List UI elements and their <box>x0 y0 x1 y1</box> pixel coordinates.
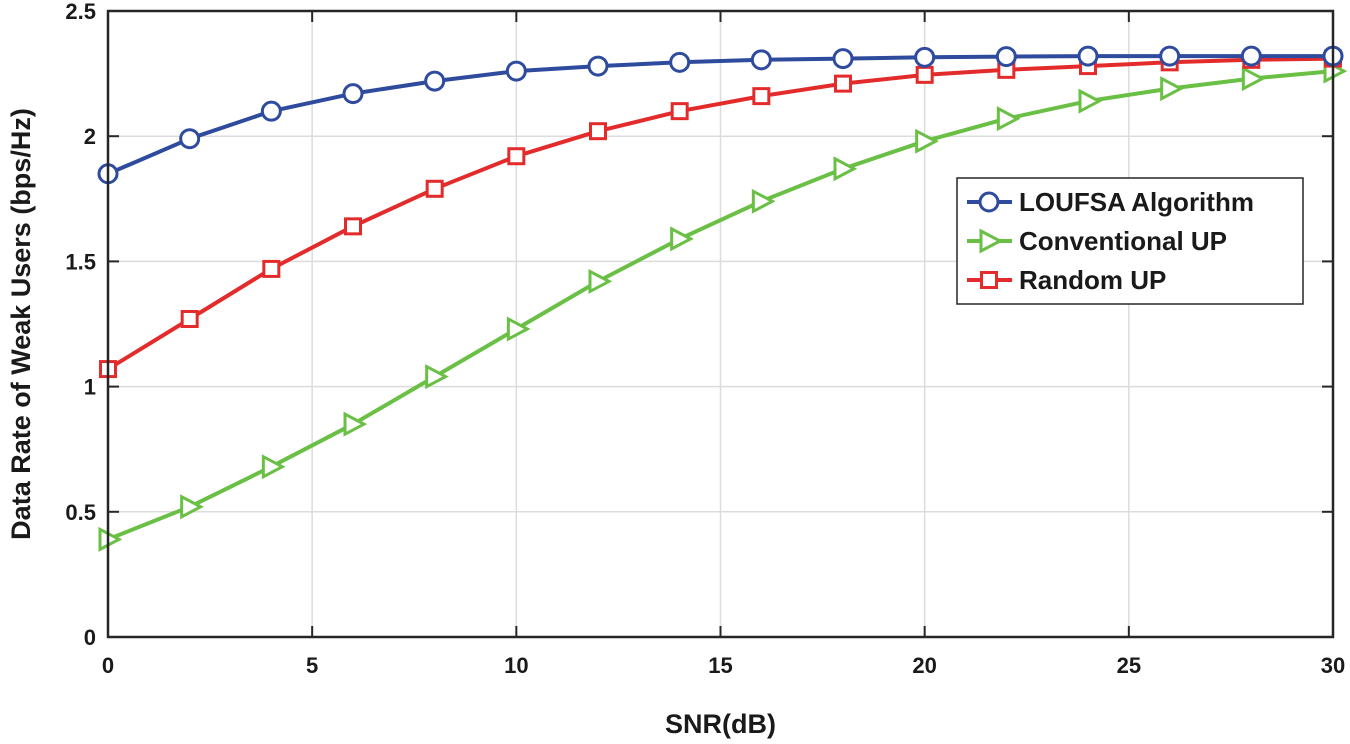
x-tick-label: 10 <box>504 653 528 678</box>
data-point <box>1241 66 1266 92</box>
data-point <box>751 188 776 214</box>
legend-box <box>956 177 1304 305</box>
data-point <box>996 106 1021 132</box>
legend-item-loufsa-algorithm: LOUFSA Algorithm <box>967 187 1254 217</box>
y-tick-label: 0 <box>84 625 96 650</box>
data-point <box>98 526 123 552</box>
data-point <box>833 156 858 182</box>
data-point <box>589 122 607 141</box>
data-point <box>180 309 199 328</box>
series-line <box>107 54 1333 176</box>
x-tick-labels: 0 5 10 15 20 25 30 <box>102 653 1345 678</box>
data-point <box>505 60 527 82</box>
data-point <box>343 411 368 437</box>
data-point <box>425 364 449 390</box>
y-axis-label: Data Rate of Weak Users (bps/Hz) <box>6 108 36 540</box>
y-tick-label: 2 <box>84 124 96 149</box>
x-tick-label: 25 <box>1117 653 1141 678</box>
data-point <box>915 128 939 154</box>
data-point <box>425 179 444 198</box>
x-tick-label: 0 <box>102 653 114 678</box>
series-loufsa-algorithm <box>97 45 1344 185</box>
series-conventional-up <box>98 58 1348 552</box>
legend-label: LOUFSA Algorithm <box>1019 187 1254 217</box>
data-point <box>342 83 364 105</box>
data-point <box>587 55 609 77</box>
y-tick-label: 0.5 <box>65 500 96 525</box>
legend-marker <box>979 228 1004 254</box>
data-point <box>344 217 362 236</box>
data-point <box>1160 76 1184 102</box>
data-point <box>424 70 446 92</box>
ticks <box>107 10 1334 638</box>
data-point <box>670 226 694 252</box>
x-tick-label: 15 <box>708 653 732 678</box>
x-axis-label: SNR(dB) <box>665 709 776 739</box>
series-line <box>107 69 1334 542</box>
legend-marker <box>980 271 998 289</box>
data-point <box>1159 45 1181 67</box>
data-point <box>1078 88 1103 114</box>
data-point <box>750 49 772 71</box>
data-point <box>179 128 201 150</box>
data-point <box>834 74 852 93</box>
data-point <box>262 259 281 278</box>
data-point <box>669 51 691 73</box>
series-line <box>106 56 1334 371</box>
data-point <box>995 46 1017 68</box>
data-point <box>261 454 286 480</box>
x-tick-label: 30 <box>1321 653 1345 678</box>
data-point <box>752 87 771 106</box>
legend-marker <box>978 191 1000 213</box>
legend: LOUFSA Algorithm Conventional UP Random UP <box>956 177 1304 305</box>
data-point <box>670 102 689 121</box>
series-layer <box>97 45 1348 552</box>
x-tick-label: 20 <box>912 653 936 678</box>
data-point <box>588 268 613 294</box>
y-tick-labels: 0 0.5 1 1.5 2 2.5 <box>65 0 96 650</box>
legend-label: Conventional UP <box>1019 226 1227 256</box>
legend-item-conventional-up: Conventional UP <box>967 226 1227 256</box>
legend-item-random-up: Random UP <box>967 265 1166 295</box>
data-point <box>180 494 204 520</box>
data-point <box>506 316 531 342</box>
data-point <box>832 48 854 70</box>
y-tick-label: 2.5 <box>65 0 96 24</box>
x-tick-label: 5 <box>306 653 318 678</box>
data-point <box>260 100 282 122</box>
legend-label: Random UP <box>1019 265 1166 295</box>
data-point <box>1240 45 1262 67</box>
data-point <box>1077 45 1099 67</box>
data-point <box>914 46 936 68</box>
y-tick-label: 1.5 <box>65 249 96 274</box>
data-point <box>915 65 934 84</box>
y-tick-label: 1 <box>84 375 96 400</box>
data-point <box>507 147 526 166</box>
